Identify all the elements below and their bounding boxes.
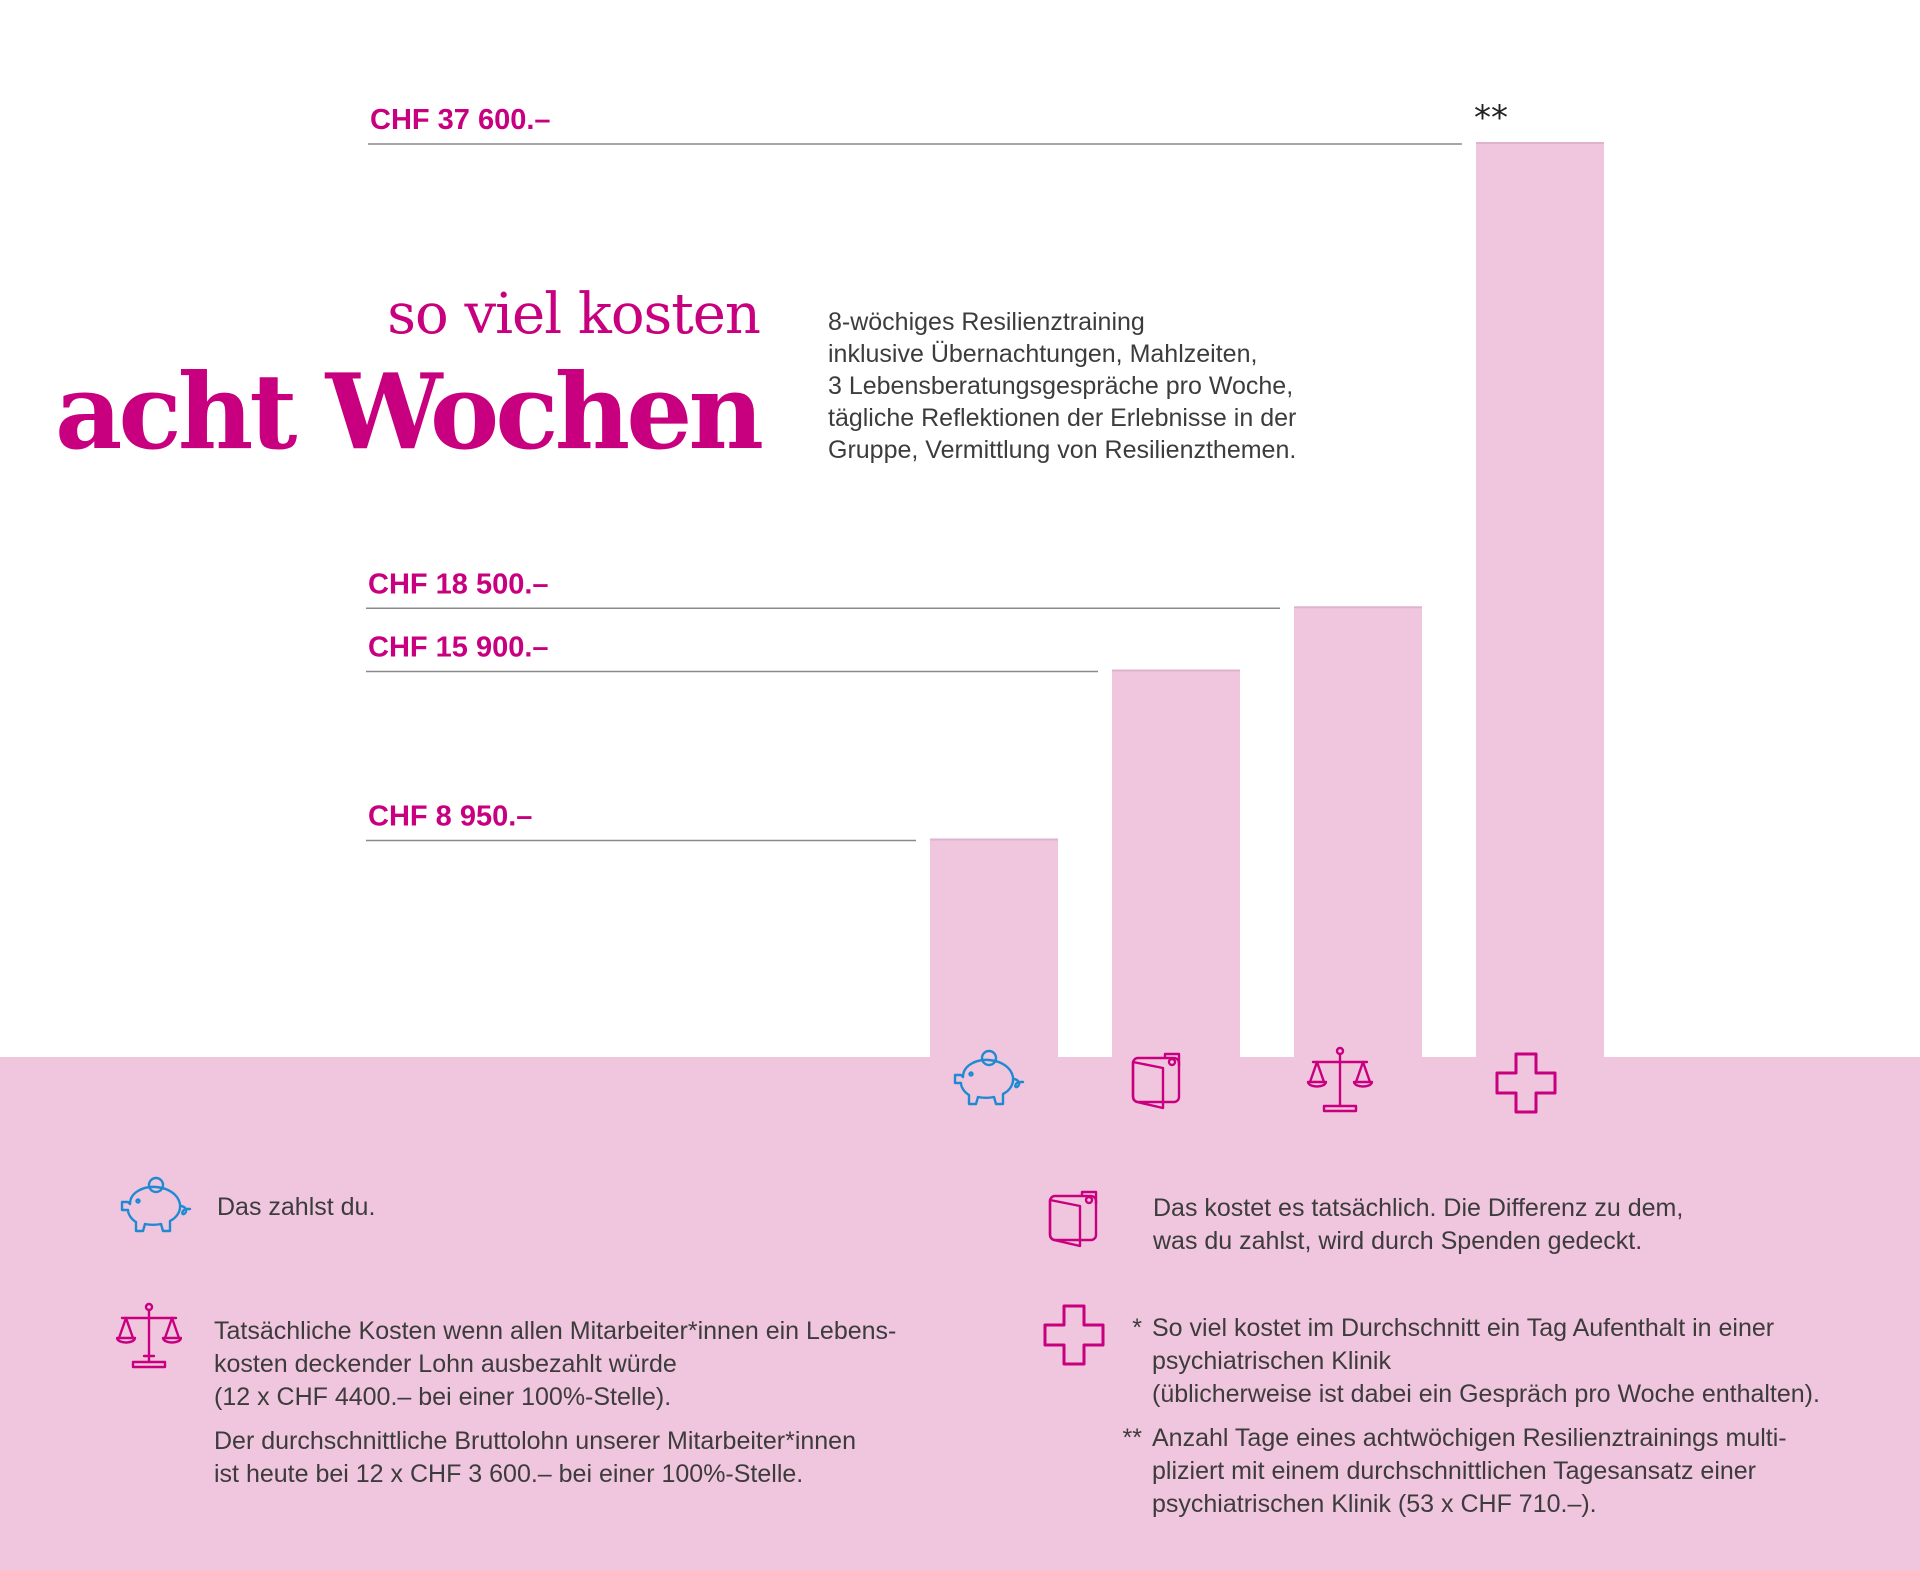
bar-piggy-bank [930, 839, 1058, 1058]
wallet-icon [1131, 1052, 1181, 1110]
legend-line: Das kostet es tatsächlich. Die Differenz… [1153, 1194, 1684, 1222]
title-line-2: acht Wochen [55, 350, 764, 473]
bar-scales [1294, 607, 1422, 1058]
legend-line: Tatsächliche Kosten wenn allen Mitarbeit… [214, 1317, 897, 1345]
legend-piggy-text: Das zahlst du. [217, 1191, 375, 1224]
piggy-bank-icon [120, 1176, 192, 1233]
legend-line: (12 x CHF 4400.– bei einer 100%-Stelle). [214, 1383, 672, 1411]
value-label: CHF 8 950.– [368, 800, 532, 832]
legend-background [0, 1057, 1920, 1570]
description-line: 8-wöchiges Resilienztraining [828, 308, 1145, 336]
value-label: CHF 15 900.– [368, 631, 549, 663]
legend-line: (üblicherweise ist dabei ein Gespräch pr… [1152, 1380, 1820, 1408]
legend-line: Der durchschnittliche Bruttolohn unserer… [214, 1427, 856, 1455]
description-line: inklusive Übernachtungen, Mahlzeiten, [828, 340, 1258, 368]
bar-medical-cross [1476, 143, 1604, 1058]
value-label: CHF 37 600.– [370, 104, 551, 136]
wallet-icon [1048, 1190, 1098, 1248]
legend-scales-text: Tatsächliche Kosten wenn allen Mitarbeit… [214, 1315, 896, 1414]
legend-line: was du zahlst, wird durch Spenden gedeck… [1153, 1227, 1643, 1255]
bar-wallet [1112, 670, 1240, 1058]
description-line: 3 Lebensberatungsgespräche pro Woche, [828, 372, 1294, 400]
footnote-mark-2: ** [1122, 1424, 1142, 1452]
legend-cross-note-2: Anzahl Tage eines achtwöchigen Resilienz… [1152, 1422, 1787, 1521]
footnote-mark-1: * [1132, 1314, 1142, 1342]
scales-icon [116, 1302, 182, 1369]
legend-line: Das zahlst du. [217, 1193, 376, 1221]
legend-line: ist heute bei 12 x CHF 3 600.– bei einer… [214, 1460, 804, 1488]
bar-annotation: ** [1474, 98, 1508, 138]
value-label: CHF 18 500.– [368, 568, 549, 600]
scales-icon [1306, 1046, 1374, 1113]
description-line: Gruppe, Vermittlung von Resilienzthemen. [828, 436, 1297, 464]
title-line-1: so viel kosten [387, 282, 761, 347]
legend-line: So viel kostet im Durchschnitt ein Tag A… [1152, 1314, 1775, 1342]
legend-line: psychiatrischen Klinik [1152, 1347, 1391, 1375]
description-line: tägliche Reflektionen der Erlebnisse in … [828, 404, 1297, 432]
piggy-bank-icon [953, 1049, 1025, 1106]
legend-scales-note: Der durchschnittliche Bruttolohn unserer… [214, 1425, 856, 1491]
legend-wallet-text: Das kostet es tatsächlich. Die Differenz… [1153, 1192, 1683, 1258]
legend-line: psychiatrischen Klinik (53 x CHF 710.–). [1152, 1490, 1597, 1518]
legend-line: kosten deckender Lohn ausbezahlt würde [214, 1350, 677, 1378]
cross-icon [1495, 1052, 1557, 1114]
legend-line: pliziert mit einem durchschnittlichen Ta… [1152, 1457, 1757, 1485]
cross-icon [1043, 1304, 1105, 1366]
legend-line: Anzahl Tage eines achtwöchigen Resilienz… [1152, 1424, 1787, 1452]
legend-cross-note-1: So viel kostet im Durchschnitt ein Tag A… [1152, 1312, 1820, 1411]
description: 8-wöchiges Resilienztraining inklusive Ü… [828, 306, 1296, 466]
